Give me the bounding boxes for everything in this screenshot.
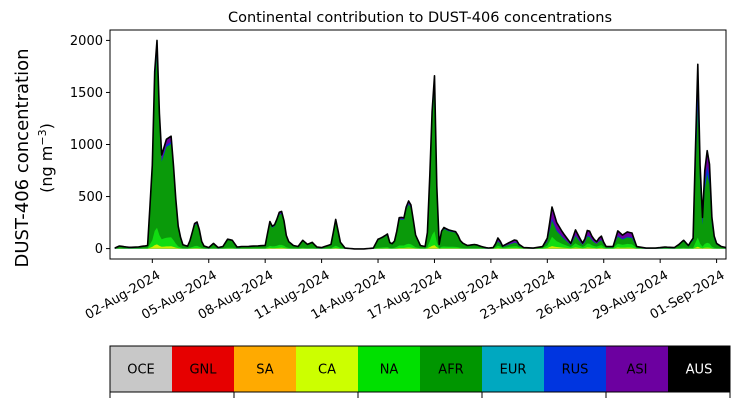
y-axis: 0 500 1000 1500 2000 — [70, 34, 110, 257]
total-line — [114, 39, 726, 250]
colorbar-swatch-sa — [234, 346, 296, 392]
colorbar-swatch-eur — [482, 346, 544, 392]
colorbar-swatch-na — [358, 346, 420, 392]
region-colorbar: OCE GNL SA CA NA AFR EUR RUS ASI AUS — [109, 345, 731, 398]
colorbar-label-sa: SA — [256, 363, 273, 378]
area-asi — [114, 40, 726, 249]
y-axis-label-line1: DUST-406 concentration — [12, 48, 33, 267]
plot-frame — [109, 29, 727, 260]
colorbar-swatch-ca — [296, 346, 358, 392]
area-afr — [114, 55, 726, 249]
y-axis-label-unit: (ng m — [37, 146, 56, 193]
colorbar-label-rus: RUS — [562, 363, 589, 378]
y-axis-label-line2: (ng m−3) — [36, 123, 56, 193]
y-tick-label: 2000 — [70, 34, 103, 49]
colorbar-swatch-aus — [668, 346, 730, 392]
area-rus — [114, 50, 726, 249]
colorbar-label-eur: EUR — [500, 363, 527, 378]
plot-area — [114, 39, 726, 250]
colorbar-label-na: NA — [380, 363, 399, 378]
colorbar-swatch-rus — [544, 346, 606, 392]
y-tick-label: 0 — [95, 242, 103, 257]
colorbar-frame — [109, 345, 731, 393]
y-tick-label: 1500 — [70, 86, 103, 101]
colorbar-label-oce: OCE — [127, 363, 155, 378]
colorbar-label-asi: ASI — [627, 363, 648, 378]
colorbar-swatch-afr — [420, 346, 482, 392]
y-axis-label-exponent: −3 — [36, 129, 49, 145]
x-axis: 02-Aug-202405-Aug-202408-Aug-202411-Aug-… — [83, 259, 727, 323]
area-na — [114, 227, 726, 249]
y-tick-label: 1000 — [70, 138, 103, 153]
chart-title: Continental contribution to DUST-406 con… — [228, 10, 612, 26]
colorbar-label-afr: AFR — [438, 363, 463, 378]
y-tick-label: 500 — [78, 190, 103, 205]
y-axis-label: DUST-406 concentration (ng m−3) — [12, 48, 56, 267]
colorbar-swatch-gnl — [172, 346, 234, 392]
colorbar-swatch-asi — [606, 346, 668, 392]
y-axis-label-close: ) — [37, 123, 56, 129]
colorbar-label-aus: AUS — [686, 363, 713, 378]
colorbar-label-gnl: GNL — [189, 363, 217, 378]
area-ca — [114, 244, 726, 249]
colorbar-swatch-oce — [110, 346, 172, 392]
colorbar-label-ca: CA — [318, 363, 336, 378]
